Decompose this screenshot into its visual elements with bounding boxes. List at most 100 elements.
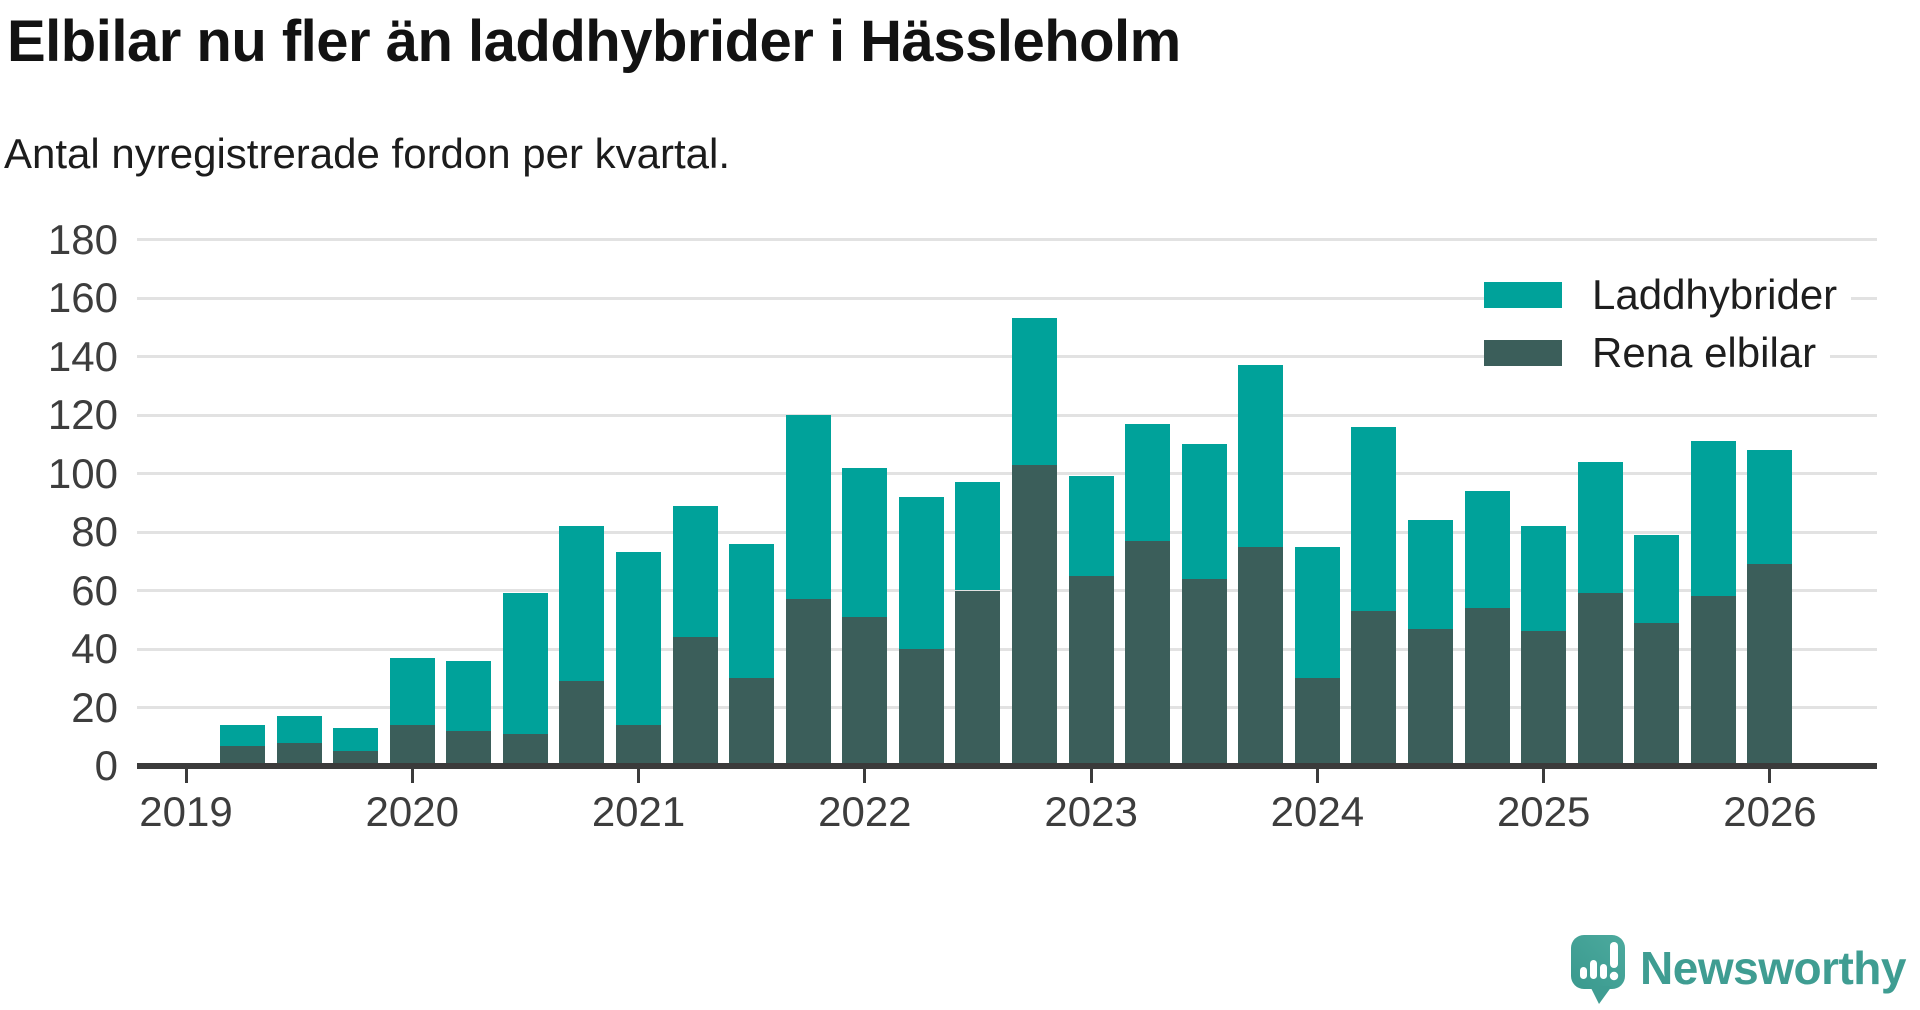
newsworthy-logo: Newsworthy — [1570, 930, 1906, 1006]
bar-segment-rena-elbilar — [729, 678, 775, 766]
bar-segment-rena-elbilar — [1238, 546, 1284, 766]
bar-segment-laddhybrider — [898, 496, 944, 649]
bar-segment-rena-elbilar — [898, 649, 944, 766]
bar-segment-laddhybrider — [1294, 546, 1340, 679]
x-axis-tick — [1542, 769, 1546, 783]
bar-segment-rena-elbilar — [1521, 631, 1567, 766]
bar-segment-rena-elbilar — [1181, 578, 1227, 766]
bar-segment-rena-elbilar — [220, 745, 266, 766]
gridline-y-60 — [137, 589, 1877, 592]
x-axis-line — [137, 763, 1877, 769]
x-axis-tick — [1089, 769, 1093, 783]
chart-title: Elbilar nu fler än laddhybrider i Hässle… — [7, 9, 1181, 74]
bar-segment-laddhybrider — [1125, 423, 1171, 541]
bar-segment-rena-elbilar — [1634, 622, 1680, 766]
legend-swatch-icon — [1484, 282, 1562, 308]
bar-segment-laddhybrider — [389, 657, 435, 726]
bar-segment-rena-elbilar — [389, 725, 435, 766]
bar-segment-rena-elbilar — [785, 599, 831, 766]
bar-segment-laddhybrider — [1012, 318, 1058, 465]
bar-segment-laddhybrider — [1238, 365, 1284, 547]
bar-segment-rena-elbilar — [955, 590, 1001, 766]
bar-segment-laddhybrider — [446, 660, 492, 731]
bar-segment-laddhybrider — [276, 716, 322, 743]
bar-segment-laddhybrider — [842, 467, 888, 617]
bar-segment-rena-elbilar — [1690, 596, 1736, 766]
bar-segment-laddhybrider — [1464, 491, 1510, 609]
bar-segment-laddhybrider — [785, 415, 831, 600]
y-axis-tick-label: 60 — [71, 566, 118, 614]
bar-segment-rena-elbilar — [1408, 628, 1454, 766]
y-axis-tick-label: 0 — [94, 742, 118, 789]
x-axis-tick — [637, 769, 641, 783]
bar-segment-laddhybrider — [672, 505, 718, 638]
x-axis-tick — [863, 769, 867, 783]
y-axis-tick-label: 140 — [47, 332, 118, 380]
legend-swatch-icon — [1484, 340, 1562, 366]
bar-segment-laddhybrider — [1690, 441, 1736, 597]
gridline-y-20 — [137, 706, 1877, 709]
x-axis-year-label: 2023 — [1044, 788, 1138, 835]
legend-label: Rena elbilar — [1592, 329, 1817, 376]
newsworthy-logo-icon — [1571, 935, 1626, 1004]
x-axis-tick — [410, 769, 414, 783]
x-axis-tick — [1768, 769, 1772, 783]
chart-subtitle: Antal nyregistrerade fordon per kvartal. — [4, 130, 731, 177]
x-axis-year-label: 2019 — [139, 788, 233, 835]
bar-segment-rena-elbilar — [276, 742, 322, 766]
bar-segment-rena-elbilar — [1351, 610, 1397, 766]
bar-segment-laddhybrider — [220, 725, 266, 746]
bar-segment-rena-elbilar — [502, 733, 548, 766]
bar-segment-laddhybrider — [333, 727, 379, 752]
bar-segment-laddhybrider — [1634, 534, 1680, 623]
bar-segment-laddhybrider — [1577, 461, 1623, 594]
bar-segment-rena-elbilar — [446, 730, 492, 766]
bar-segment-laddhybrider — [955, 482, 1001, 591]
bar-segment-rena-elbilar — [1294, 678, 1340, 766]
bar-segment-laddhybrider — [1747, 450, 1793, 565]
bar-segment-laddhybrider — [729, 543, 775, 679]
y-axis-tick-label: 80 — [71, 508, 118, 555]
x-axis-tick — [1315, 769, 1319, 783]
x-axis-year-label: 2025 — [1496, 788, 1591, 835]
gridline-y-40 — [137, 647, 1877, 651]
x-axis-tick — [184, 769, 188, 783]
bar-segment-laddhybrider — [1068, 476, 1114, 576]
bar-segment-rena-elbilar — [616, 725, 662, 766]
x-axis-year-label: 2022 — [818, 788, 912, 835]
newsworthy-logo-text: Newsworthy — [1640, 942, 1906, 994]
y-axis-tick-label: 20 — [71, 683, 118, 731]
bar-segment-rena-elbilar — [842, 616, 888, 766]
x-axis-year-label: 2024 — [1270, 788, 1365, 835]
gridline-y-180 — [137, 238, 1877, 241]
bar-segment-rena-elbilar — [1012, 464, 1058, 766]
bar-segment-laddhybrider — [559, 526, 605, 682]
bar-segment-rena-elbilar — [1577, 593, 1623, 766]
bar-segment-rena-elbilar — [1068, 575, 1114, 766]
y-axis-tick-label: 40 — [71, 625, 118, 672]
bar-segment-rena-elbilar — [559, 681, 605, 766]
bar-segment-laddhybrider — [1521, 526, 1567, 632]
bar-segment-rena-elbilar — [1464, 608, 1510, 766]
bar-segment-laddhybrider — [502, 593, 548, 734]
bar-segment-rena-elbilar — [333, 751, 379, 766]
x-axis-year-label: 2021 — [591, 788, 686, 835]
x-axis-year-label: 2026 — [1723, 788, 1817, 835]
y-axis-tick-label: 180 — [47, 215, 118, 263]
y-axis-tick-label: 120 — [47, 391, 118, 438]
bar-segment-rena-elbilar — [672, 637, 718, 766]
bar-segment-rena-elbilar — [1747, 564, 1793, 766]
legend-label: Laddhybrider — [1592, 271, 1838, 318]
bar-segment-laddhybrider — [616, 552, 662, 726]
gridline-y-160 — [137, 296, 1877, 300]
gridline-y-120 — [137, 413, 1877, 417]
bar-segment-laddhybrider — [1351, 426, 1397, 611]
x-axis-year-label: 2020 — [365, 788, 459, 835]
legend-item: Rena elbilar — [1484, 329, 1831, 376]
y-axis-tick-label: 100 — [47, 449, 118, 497]
bar-segment-rena-elbilar — [1125, 540, 1171, 766]
y-axis-tick-label: 160 — [47, 274, 118, 321]
gridline-y-140 — [137, 355, 1877, 358]
